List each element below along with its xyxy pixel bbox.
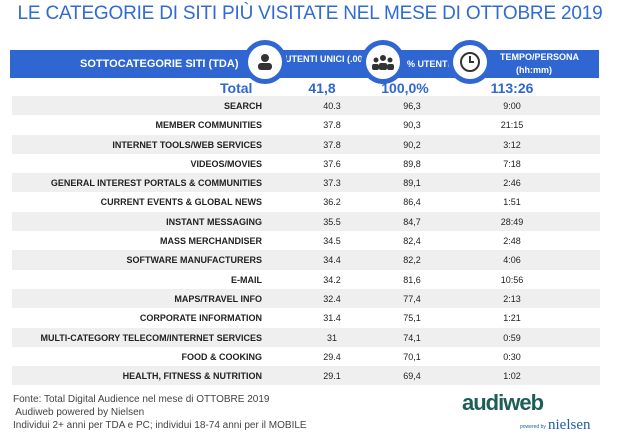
- row-label: MAPS/TRAVEL INFO: [174, 293, 262, 304]
- total-users: 41,8: [308, 80, 336, 96]
- row-time: 10:56: [500, 274, 524, 285]
- table-row: MAPS/TRAVEL INFO 32.4 77,4 2:13: [12, 288, 600, 309]
- row-users: 34.4: [323, 255, 341, 266]
- row-time: 4:06: [503, 255, 521, 266]
- row-pct: 84,7: [403, 216, 421, 227]
- row-time: 0:59: [503, 332, 521, 343]
- table-row: CORPORATE INFORMATION 31.4 75,1 1:21: [12, 308, 600, 327]
- footer-notes: Fonte: Total Digital Audience nel mese d…: [13, 393, 307, 432]
- row-pct: 82,2: [403, 255, 421, 266]
- row-users: 32.4: [323, 293, 341, 304]
- row-time: 28:49: [500, 216, 524, 227]
- table-row: SOFTWARE MANUFACTURERS 34.4 82,2 4:06: [12, 250, 600, 270]
- user-icon: [243, 40, 287, 84]
- row-label: HEALTH, FITNESS & NUTRITION: [122, 371, 262, 382]
- row-pct: 90,3: [403, 120, 421, 131]
- row-users: 36.2: [323, 197, 341, 208]
- powered-by-label: powered by: [520, 424, 546, 430]
- table-row: INTERNET TOOLS/WEB SERVICES 37.8 90,2 3:12: [12, 134, 600, 154]
- clock-icon: [448, 40, 492, 84]
- row-label: MEMBER COMMUNITIES: [155, 120, 263, 131]
- row-time: 2:48: [503, 236, 521, 247]
- table-row: HEALTH, FITNESS & NUTRITION 29.1 69,4 1:02: [12, 366, 600, 386]
- table-row: FOOD & COOKING 29.4 70,1 0:30: [12, 347, 600, 366]
- total-row: Total 41,8 100,0% 113:26: [0, 80, 620, 96]
- page-title: LE CATEGORIE DI SITI PIÙ VISITATE NEL ME…: [17, 3, 603, 24]
- row-pct: 86,4: [403, 197, 421, 208]
- row-label: INTERNET TOOLS/WEB SERVICES: [112, 139, 262, 150]
- row-users: 34.2: [323, 274, 341, 285]
- table-row: INSTANT MESSAGING 35.5 84,7 28:49: [12, 211, 600, 232]
- category-table: SEARCH 40.3 96,3 9:00 MEMBER COMMUNITIES 37.8…: [12, 96, 600, 386]
- row-pct: 74,1: [403, 332, 421, 343]
- row-time: 2:46: [503, 178, 521, 189]
- audiweb-logo: audiweb: [462, 390, 544, 415]
- row-users: 37.8: [323, 120, 341, 131]
- header-col-time-sub: (hh:mm): [516, 65, 552, 75]
- row-time: 0:30: [503, 351, 521, 362]
- row-users: 29.1: [323, 371, 341, 382]
- row-pct: 77,4: [403, 293, 421, 304]
- row-time: 2:13: [503, 293, 521, 304]
- row-pct: 81,6: [403, 274, 421, 285]
- header-col-pct: % UTENTI: [407, 59, 451, 69]
- footer-powered: Audiweb powered by Nielsen: [13, 407, 145, 418]
- row-label: MASS MERCHANDISER: [159, 236, 262, 247]
- row-label: MULTI-CATEGORY TELECOM/INTERNET SERVICES: [40, 332, 262, 343]
- row-time: 1:02: [503, 371, 521, 382]
- total-pct: 100,0%: [381, 80, 429, 96]
- row-label: CORPORATE INFORMATION: [139, 313, 262, 324]
- row-pct: 82,4: [403, 236, 421, 247]
- footer-individuals: Individui 2+ anni per TDA e PC; individu…: [13, 420, 307, 431]
- table-row: VIDEOS/MOVIES 37.6 89,8 7:18: [12, 154, 600, 173]
- header-col-users: UTENTI UNICI (.000): [285, 54, 371, 64]
- table-row: MEMBER COMMUNITIES 37.8 90,3 21:15: [12, 115, 600, 134]
- header-col-time: TEMPO/PERSONA: [500, 52, 580, 62]
- total-label: Total: [220, 80, 253, 96]
- table-row: CURRENT EVENTS & GLOBAL NEWS 36.2 86,4 1:51: [12, 192, 600, 211]
- table-row: MULTI-CATEGORY TELECOM/INTERNET SERVICES…: [12, 327, 600, 347]
- row-pct: 69,4: [403, 371, 421, 382]
- table-row: SEARCH 40.3 96,3 9:00: [12, 96, 600, 116]
- table-row: GENERAL INTEREST PORTALS & COMMUNITIES 37…: [12, 173, 600, 193]
- header-col-category: SOTTOCATEGORIE SITI (TDA): [80, 58, 239, 70]
- row-users: 31.4: [323, 313, 341, 324]
- row-users: 40.3: [323, 101, 341, 111]
- users-group-icon: [361, 40, 405, 84]
- row-time: 9:00: [503, 101, 521, 111]
- row-label: SEARCH: [223, 101, 262, 111]
- row-pct: 90,2: [403, 139, 421, 150]
- row-pct: 70,1: [403, 351, 421, 362]
- row-label: E-MAIL: [231, 274, 262, 285]
- row-users: 37.6: [323, 158, 341, 169]
- row-pct: 89,8: [403, 158, 421, 169]
- row-label: FOOD & COOKING: [181, 351, 263, 362]
- row-label: SOFTWARE MANUFACTURERS: [126, 255, 263, 266]
- row-label: INSTANT MESSAGING: [166, 216, 262, 227]
- row-users: 31: [326, 332, 337, 343]
- row-time: 21:15: [500, 120, 524, 131]
- row-users: 29.4: [323, 351, 341, 362]
- footer-source: Fonte: Total Digital Audience nel mese d…: [13, 394, 270, 405]
- row-users: 34.5: [323, 236, 341, 247]
- row-label: CURRENT EVENTS & GLOBAL NEWS: [100, 197, 262, 208]
- table-row: E-MAIL 34.2 81,6 10:56: [12, 270, 600, 289]
- row-label: VIDEOS/MOVIES: [190, 158, 262, 169]
- row-time: 7:18: [503, 158, 521, 169]
- row-time: 1:51: [503, 197, 521, 208]
- row-time: 3:12: [503, 139, 521, 150]
- row-pct: 96,3: [403, 101, 421, 111]
- table-row: MASS MERCHANDISER 34.5 82,4 2:48: [12, 231, 600, 250]
- row-pct: 89,1: [403, 178, 421, 189]
- row-pct: 75,1: [403, 313, 421, 324]
- nielsen-logo: nielsen: [548, 417, 591, 433]
- table-header: SOTTOCATEGORIE SITI (TDA) UTENTI UNICI (…: [10, 50, 599, 78]
- total-time: 113:26: [490, 80, 534, 96]
- row-label: GENERAL INTEREST PORTALS & COMMUNITIES: [50, 178, 262, 189]
- row-time: 1:21: [503, 313, 521, 324]
- row-users: 37.3: [323, 178, 341, 189]
- row-users: 37.8: [323, 139, 341, 150]
- row-users: 35.5: [323, 216, 341, 227]
